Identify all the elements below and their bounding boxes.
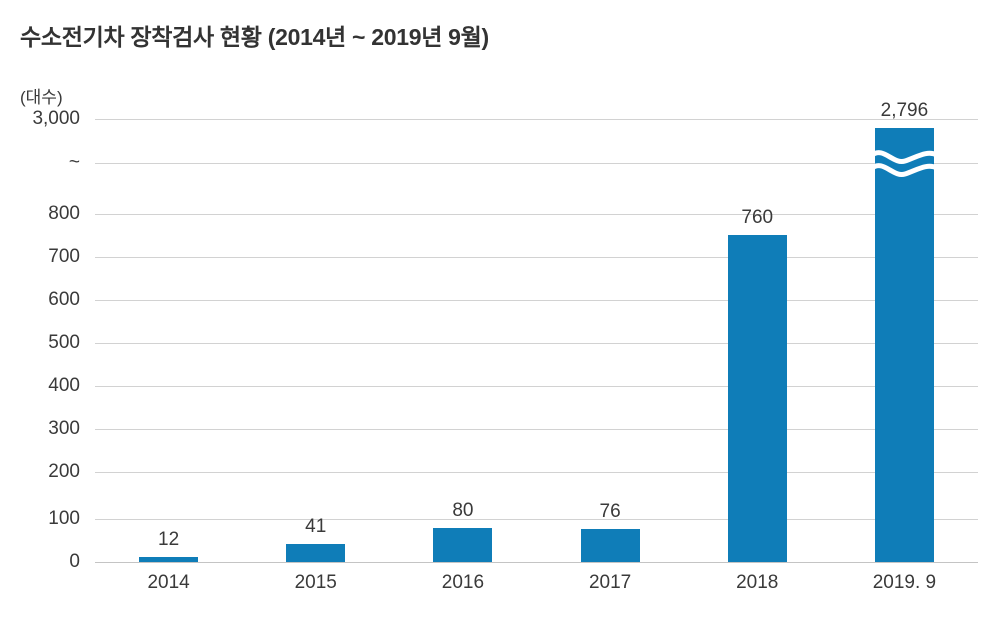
y-tick-100: 100 [48,508,80,529]
y-tick-break: ~ [68,152,80,173]
gridline-break [95,163,978,164]
x-tick-2019-9: 2019. 9 [872,572,937,593]
gridline-600 [95,300,978,301]
y-tick-3000: 3,000 [32,108,80,129]
y-tick-200: 200 [48,461,80,482]
bar-2017[interactable] [580,529,640,562]
bar-value-label-2015: 41 [305,516,327,538]
x-tick-2016: 2016 [441,572,485,593]
gridline-300 [95,429,978,430]
bar-2016[interactable] [433,527,493,562]
bar-value-label-2016: 80 [452,499,474,521]
gridline-100 [95,519,978,520]
y-tick-800: 800 [48,203,80,224]
x-tick-2018: 2018 [736,572,779,593]
bar-2018[interactable] [727,235,787,562]
bar-value-label-2017: 76 [599,501,621,523]
y-tick-0: 0 [69,551,80,572]
gridline-3000 [95,119,978,120]
gridline-400 [95,386,978,387]
gridline-700 [95,257,978,258]
bar-value-label-2018: 760 [741,207,774,229]
gridline-500 [95,343,978,344]
y-tick-700: 700 [48,246,80,267]
y-tick-600: 600 [48,289,80,310]
y-tick-500: 500 [48,332,80,353]
bar-2014[interactable] [139,556,199,562]
plot-area [95,110,978,563]
y-tick-300: 300 [48,418,80,439]
y-axis-tick-labels: 3,000 ~ 800 700 600 500 400 300 200 100 … [0,108,80,572]
gridline-0-baseline [95,562,978,563]
x-tick-2017: 2017 [588,572,632,593]
bar-2019-9[interactable] [874,127,934,562]
bar-2015[interactable] [286,544,346,562]
gridline-200 [95,472,978,473]
bar-value-label-2014: 12 [158,528,180,550]
gridline-800 [95,214,978,215]
y-tick-400: 400 [48,375,80,396]
x-tick-2014: 2014 [147,572,190,593]
y-axis-unit-label: (대수) [20,88,63,107]
x-tick-2015: 2015 [294,572,337,593]
chart-title: 수소전기차 장착검사 현황 (2014년 ~ 2019년 9월) [20,24,489,50]
bar-value-label-2019-9: 2,796 [880,99,929,121]
